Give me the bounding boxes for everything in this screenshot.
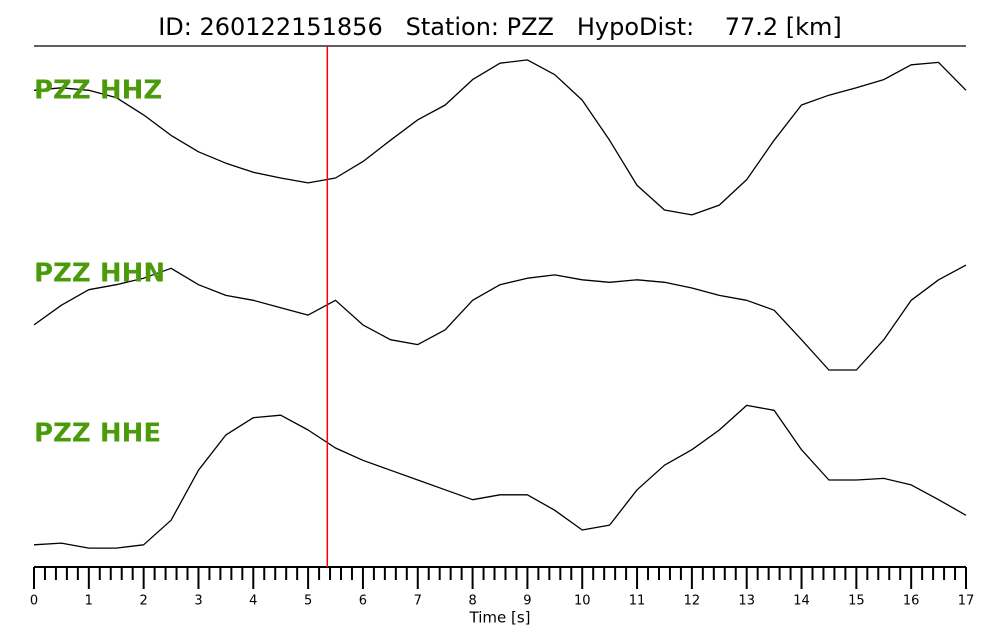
x-tick-label: 0 — [30, 594, 38, 609]
trace — [33, 404, 967, 549]
trace-label: PZZ HHN — [34, 259, 165, 289]
x-tick-label: 5 — [304, 594, 312, 609]
x-tick-label: 8 — [468, 594, 476, 609]
x-tick-label: 3 — [194, 594, 202, 609]
trace-label: PZZ HHE — [34, 419, 161, 449]
x-tick-label: 7 — [414, 594, 422, 609]
trace-label: PZZ HHZ — [34, 76, 162, 106]
x-tick-label: 6 — [359, 594, 367, 609]
x-tick-label: 14 — [793, 594, 810, 609]
x-tick-label: 11 — [629, 594, 646, 609]
x-tick-label: 13 — [738, 594, 755, 609]
x-tick-label: 12 — [684, 594, 701, 609]
trace — [33, 59, 967, 216]
x-tick-label: 17 — [958, 594, 975, 609]
x-tick-label: 16 — [903, 594, 920, 609]
x-tick-label: 9 — [523, 594, 531, 609]
x-tick-label: 10 — [574, 594, 591, 609]
x-tick-label: 4 — [249, 594, 257, 609]
trace — [33, 264, 967, 371]
x-tick-label: 1 — [85, 594, 93, 609]
x-tick-label: 2 — [140, 594, 148, 609]
x-tick-label: 15 — [848, 594, 865, 609]
chart-title: ID: 260122151856 Station: PZZ HypoDist: … — [158, 13, 842, 41]
x-axis-label: Time [s] — [469, 609, 531, 627]
